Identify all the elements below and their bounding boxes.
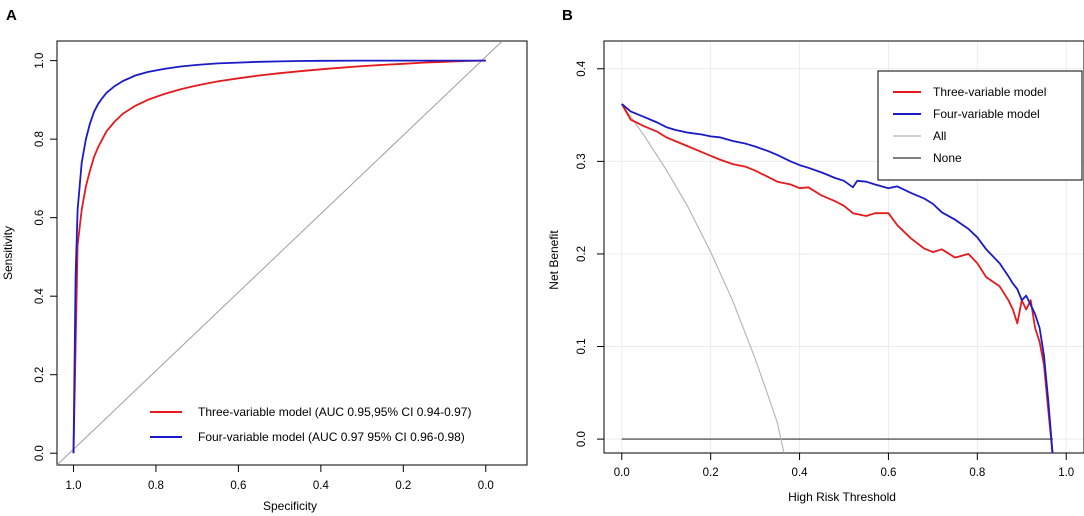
x-tick-label: 0.6 [230, 480, 246, 492]
y-tick-label: 0.6 [34, 210, 46, 226]
series-line-all [621, 103, 785, 453]
panel-b-decision-curve-chart: B 0.0 0.2 0.4 0.6 0.8 1.0 0.0 0.1 0.2 0.3 0.4 Hig… [547, 7, 1084, 504]
y-tick-label: 0.0 [34, 445, 46, 461]
y-tick-label: 0.4 [34, 288, 46, 305]
series-line-three-variable-model [72, 59, 486, 454]
x-tick-label: 0.2 [703, 467, 719, 479]
x-tick-label: 0.6 [880, 467, 896, 479]
x-tick-label: 1.0 [1058, 467, 1074, 479]
panel-a-x-axis-title: Specificity [263, 499, 317, 513]
legend-label-none: None [933, 151, 962, 165]
x-tick-label: 0.8 [148, 480, 164, 492]
legend-label-three-variable-model-b: Three-variable model [933, 85, 1046, 99]
panel-b-legend: Three-variable model Four-variable model… [877, 70, 1083, 181]
y-tick-label: 0.2 [576, 246, 588, 262]
x-tick-label: 1.0 [65, 480, 81, 492]
x-tick-label: 0.4 [313, 480, 330, 492]
panel-b-plot-frame [603, 40, 1084, 454]
x-tick-label: 0.2 [395, 480, 411, 492]
series-line-four-variable-model [621, 103, 1054, 453]
panel-b-x-axis: 0.0 0.2 0.4 0.6 0.8 1.0 [614, 453, 1074, 479]
series-line-three-variable-model [621, 103, 1054, 453]
legend-label-all: All [933, 129, 946, 143]
panel-b-y-axis: 0.0 0.1 0.2 0.3 0.4 [576, 60, 604, 447]
panel-a-x-axis: 1.0 0.8 0.6 0.4 0.2 0.0 [65, 465, 494, 492]
y-tick-label: 1.0 [34, 53, 46, 69]
y-tick-label: 0.8 [34, 131, 46, 147]
legend-label-three-variable-model: Three-variable model (AUC 0.95,95% CI 0.… [198, 405, 471, 419]
legend-label-four-variable-model-b: Four-variable model [933, 107, 1040, 121]
y-tick-label: 0.1 [576, 339, 588, 355]
panel-a-y-axis-title: Sensitivity [1, 226, 15, 280]
x-tick-label: 0.0 [478, 480, 494, 492]
panel-b-y-axis-title: Net Benefit [547, 230, 561, 290]
panel-b-legend-box [877, 70, 1083, 181]
x-tick-label: 0.8 [969, 467, 985, 479]
y-tick-label: 0.4 [576, 60, 588, 77]
panel-a-plot-frame [56, 40, 528, 466]
panel-b-series [621, 103, 1054, 453]
x-tick-label: 0.4 [792, 467, 809, 479]
y-tick-label: 0.3 [576, 153, 588, 169]
series-line-four-variable-model [72, 59, 486, 454]
x-tick-label: 0.0 [614, 467, 630, 479]
legend-label-four-variable-model: Four-variable model (AUC 0.97 95% CI 0.9… [198, 430, 465, 444]
panel-b-label: B [562, 7, 573, 24]
panel-a-legend: Three-variable model (AUC 0.95,95% CI 0.… [150, 405, 471, 444]
panel-a-roc-chart: A 1.0 0.8 0.6 0.4 0.2 0.0 0.00.20.40.60.81.0 … [1, 7, 528, 513]
panel-a-label: A [6, 7, 17, 24]
panel-a-series [57, 41, 503, 465]
y-tick-label: 0.0 [576, 431, 588, 447]
y-tick-label: 0.2 [34, 367, 46, 383]
panel-a-y-axis: 0.0 0.2 0.4 0.6 0.8 1.0 [34, 53, 57, 461]
panel-b-x-axis-title: High Risk Threshold [788, 490, 896, 504]
series-line-reference-diagonal [57, 41, 503, 465]
